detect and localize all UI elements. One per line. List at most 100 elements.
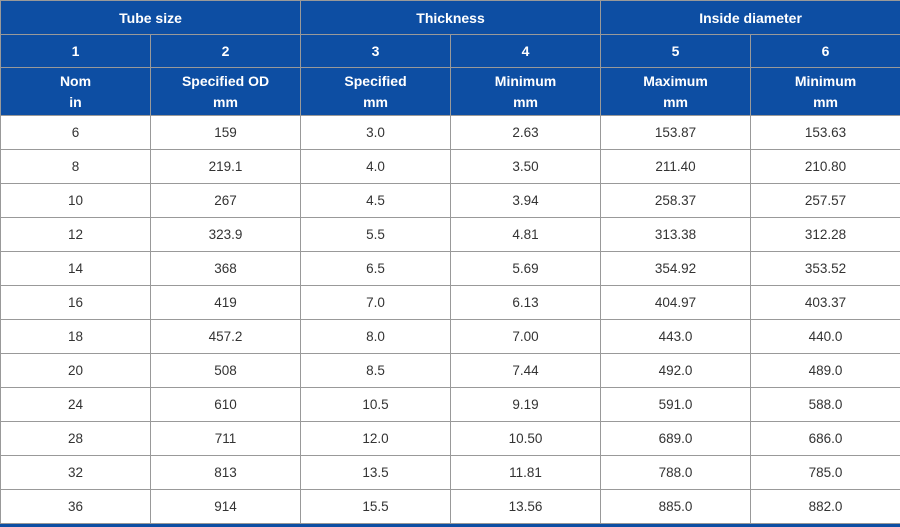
table-row: 8 219.1 4.0 3.50 211.40 210.80 — [0, 149, 900, 184]
cell: 10 — [0, 183, 151, 218]
column-header-specified-od: Specified OD mm — [149, 67, 302, 116]
cell: 258.37 — [600, 183, 752, 218]
cell: 5.5 — [300, 217, 452, 252]
header-group-row: Tube size Thickness Inside diameter — [0, 0, 900, 35]
cell: 15.5 — [300, 489, 452, 524]
column-header-nom: Nom in — [0, 67, 151, 116]
cell: 353.52 — [750, 251, 900, 286]
table-row: 20 508 8.5 7.44 492.0 489.0 — [0, 353, 900, 388]
group-header-thickness: Thickness — [300, 0, 602, 35]
column-number-1: 1 — [0, 34, 151, 68]
cell: 6.5 — [300, 251, 452, 286]
cell: 6.13 — [450, 285, 602, 320]
cell: 443.0 — [600, 319, 752, 354]
cell: 368 — [149, 251, 302, 286]
cell: 9.19 — [450, 387, 602, 422]
cell: 24 — [0, 387, 151, 422]
table-row: 6 159 3.0 2.63 153.87 153.63 — [0, 115, 900, 150]
table-row: 10 267 4.5 3.94 258.37 257.57 — [0, 183, 900, 218]
cell: 10.50 — [450, 421, 602, 456]
cell: 12 — [0, 217, 151, 252]
table-row: 28 711 12.0 10.50 689.0 686.0 — [0, 421, 900, 456]
cell: 3.50 — [450, 149, 602, 184]
cell: 267 — [149, 183, 302, 218]
table-row: 18 457.2 8.0 7.00 443.0 440.0 — [0, 319, 900, 354]
header-label-row: Nom in Specified OD mm Specified mm Mini… — [0, 67, 900, 116]
cell: 686.0 — [750, 421, 900, 456]
column-number-6: 6 — [750, 34, 900, 68]
cell: 785.0 — [750, 455, 900, 490]
cell: 508 — [149, 353, 302, 388]
cell: 13.56 — [450, 489, 602, 524]
cell: 788.0 — [600, 455, 752, 490]
column-number-5: 5 — [600, 34, 752, 68]
cell: 16 — [0, 285, 151, 320]
table-row: 32 813 13.5 11.81 788.0 785.0 — [0, 455, 900, 490]
cell: 13.5 — [300, 455, 452, 490]
cell: 591.0 — [600, 387, 752, 422]
cell: 6 — [0, 115, 151, 150]
cell: 354.92 — [600, 251, 752, 286]
cell: 2.63 — [450, 115, 602, 150]
cell: 4.0 — [300, 149, 452, 184]
cell: 18 — [0, 319, 151, 354]
column-number-3: 3 — [300, 34, 452, 68]
cell: 5.69 — [450, 251, 602, 286]
cell: 4.81 — [450, 217, 602, 252]
column-header-specified: Specified mm — [300, 67, 452, 116]
table-header: Tube size Thickness Inside diameter 1 2 … — [0, 0, 900, 116]
cell: 711 — [149, 421, 302, 456]
cell: 7.0 — [300, 285, 452, 320]
cell: 210.80 — [750, 149, 900, 184]
cell: 7.44 — [450, 353, 602, 388]
cell: 36 — [0, 489, 151, 524]
header-number-row: 1 2 3 4 5 6 — [0, 34, 900, 68]
cell: 10.5 — [300, 387, 452, 422]
cell: 8.5 — [300, 353, 452, 388]
cell: 882.0 — [750, 489, 900, 524]
cell: 313.38 — [600, 217, 752, 252]
cell: 312.28 — [750, 217, 900, 252]
cell: 7.00 — [450, 319, 602, 354]
column-number-4: 4 — [450, 34, 602, 68]
cell: 610 — [149, 387, 302, 422]
column-header-maximum-id: Maximum mm — [600, 67, 752, 116]
cell: 11.81 — [450, 455, 602, 490]
cell: 8.0 — [300, 319, 452, 354]
cell: 159 — [149, 115, 302, 150]
group-header-tube-size: Tube size — [0, 0, 302, 35]
cell: 257.57 — [750, 183, 900, 218]
table-row: 16 419 7.0 6.13 404.97 403.37 — [0, 285, 900, 320]
cell: 813 — [149, 455, 302, 490]
cell: 588.0 — [750, 387, 900, 422]
cell: 211.40 — [600, 149, 752, 184]
cell: 914 — [149, 489, 302, 524]
cell: 419 — [149, 285, 302, 320]
table-row: 12 323.9 5.5 4.81 313.38 312.28 — [0, 217, 900, 252]
cell: 12.0 — [300, 421, 452, 456]
column-number-2: 2 — [149, 34, 302, 68]
cell: 153.87 — [600, 115, 752, 150]
cell: 153.63 — [750, 115, 900, 150]
group-header-inside-diameter: Inside diameter — [600, 0, 900, 35]
column-header-minimum-thickness: Minimum mm — [450, 67, 602, 116]
cell: 14 — [0, 251, 151, 286]
cell: 689.0 — [600, 421, 752, 456]
cell: 440.0 — [750, 319, 900, 354]
cell: 492.0 — [600, 353, 752, 388]
table-row: 36 914 15.5 13.56 885.0 882.0 — [0, 489, 900, 524]
cell: 323.9 — [149, 217, 302, 252]
cell: 219.1 — [149, 149, 302, 184]
table-row: 14 368 6.5 5.69 354.92 353.52 — [0, 251, 900, 286]
table-row: 24 610 10.5 9.19 591.0 588.0 — [0, 387, 900, 422]
cell: 20 — [0, 353, 151, 388]
cell: 404.97 — [600, 285, 752, 320]
cell: 32 — [0, 455, 151, 490]
cell: 885.0 — [600, 489, 752, 524]
cell: 4.5 — [300, 183, 452, 218]
cell: 28 — [0, 421, 151, 456]
cell: 8 — [0, 149, 151, 184]
cell: 489.0 — [750, 353, 900, 388]
cell: 457.2 — [149, 319, 302, 354]
